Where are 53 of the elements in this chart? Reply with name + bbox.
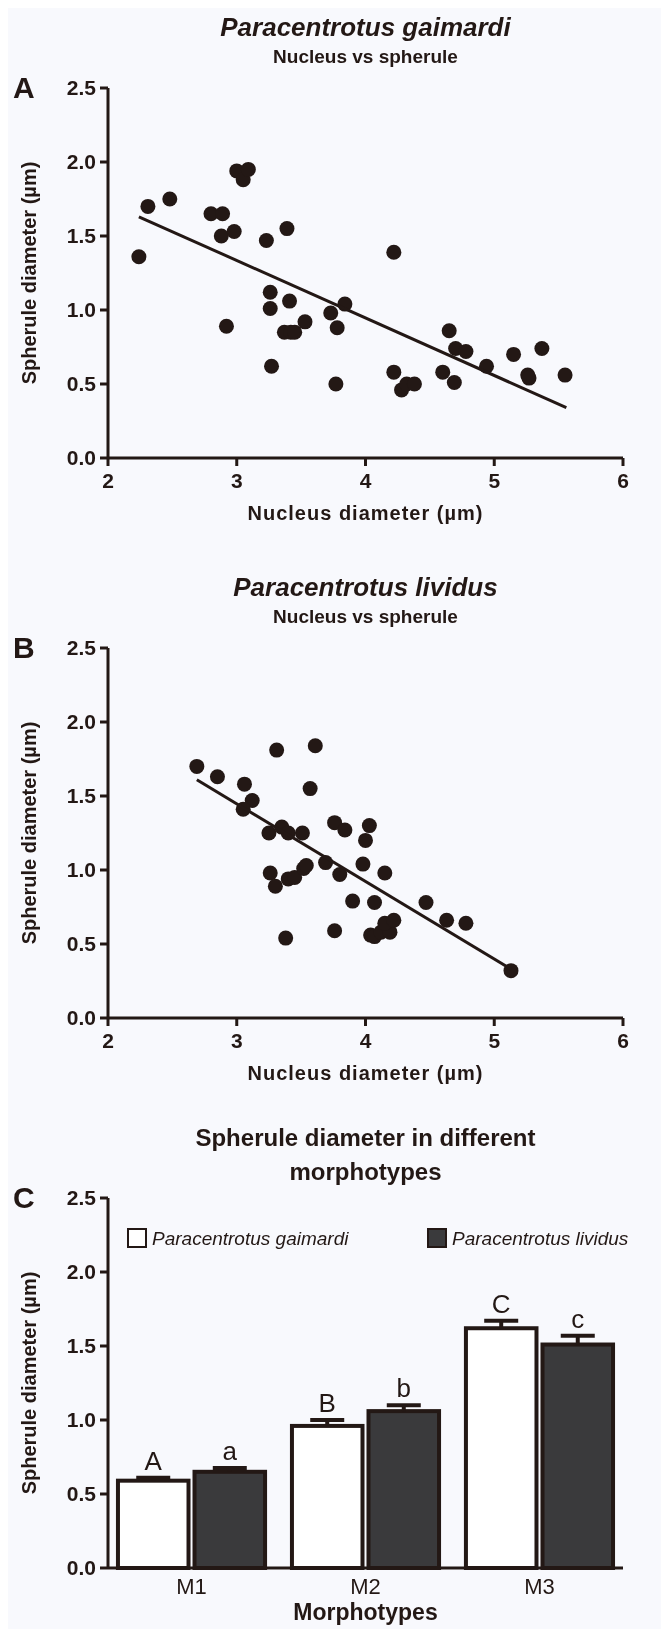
annotation: B [318,1388,336,1418]
y-tick-label: 1.0 [66,1408,96,1432]
x-tick-label: 3 [230,1029,243,1052]
x-tick-label: 6 [617,1029,629,1052]
y-axis-title: Spherule diameter (µm) [18,721,40,945]
y-tick-label: 1.0 [66,298,96,322]
x-axis-title: Nucleus diameter (µm) [247,1062,484,1084]
annotation: b [396,1373,412,1404]
y-axis-title: Spherule diameter (µm) [18,1271,40,1495]
x-tick-label: 4 [359,1029,372,1052]
x-tick-label: M3 [524,1574,555,1599]
y-tick-label: 1.5 [66,784,97,808]
x-tick-label: 2 [102,469,114,492]
chart-title: Paracentrotus lividus [233,572,498,602]
y-tick-label: 0.0 [66,446,96,470]
annotation: A [144,1445,163,1476]
y-tick-label: 0.0 [66,1006,96,1030]
annotation: C [491,1288,511,1319]
legend-label: Paracentrotus gaimardi [152,1227,350,1249]
chart-title: Paracentrotus gaimardi [220,12,512,42]
chart-title: Spherule diameter in different morphotypes [195,1124,536,1185]
x-tick-label: M2 [350,1574,381,1599]
y-tick-label: 0.0 [66,1556,96,1580]
x-tick-label: 5 [488,469,501,492]
text: A [13,71,35,104]
y-tick-label: 1.0 [66,858,96,882]
y-tick-label: 1.5 [66,1334,97,1358]
annotation: a [222,1436,238,1467]
y-tick-label: 2.5 [66,76,97,100]
y-tick-label: 2.0 [66,1260,96,1284]
legend-label: Paracentrotus lividus [452,1227,629,1249]
annotation: c [571,1303,585,1334]
y-tick-label: 1.5 [66,224,97,248]
x-tick-label: M1 [176,1574,207,1599]
y-tick-label: 2.5 [66,636,97,660]
y-tick-label: 2.0 [66,710,96,734]
x-tick-label: 4 [359,469,372,492]
x-tick-label: 6 [617,469,629,492]
y-tick-label: 2.5 [66,1186,97,1210]
x-tick-label: 5 [488,1029,501,1052]
chart-subtitle: Nucleus vs spherule [273,46,458,67]
y-axis-title: Spherule diameter (µm) [18,161,40,385]
y-tick-label: 0.5 [66,372,97,396]
text: C [13,1181,35,1214]
y-tick-label: 0.5 [66,1482,97,1506]
y-tick-label: 0.5 [66,932,97,956]
x-tick-label: 3 [230,469,243,492]
x-axis-title: Morphotypes [293,1599,438,1625]
x-axis-title: Nucleus diameter (µm) [247,502,484,524]
chart-subtitle: Nucleus vs spherule [273,606,458,627]
text: B [13,631,35,664]
x-tick-label: 2 [102,1029,114,1052]
y-tick-label: 2.0 [66,150,96,174]
